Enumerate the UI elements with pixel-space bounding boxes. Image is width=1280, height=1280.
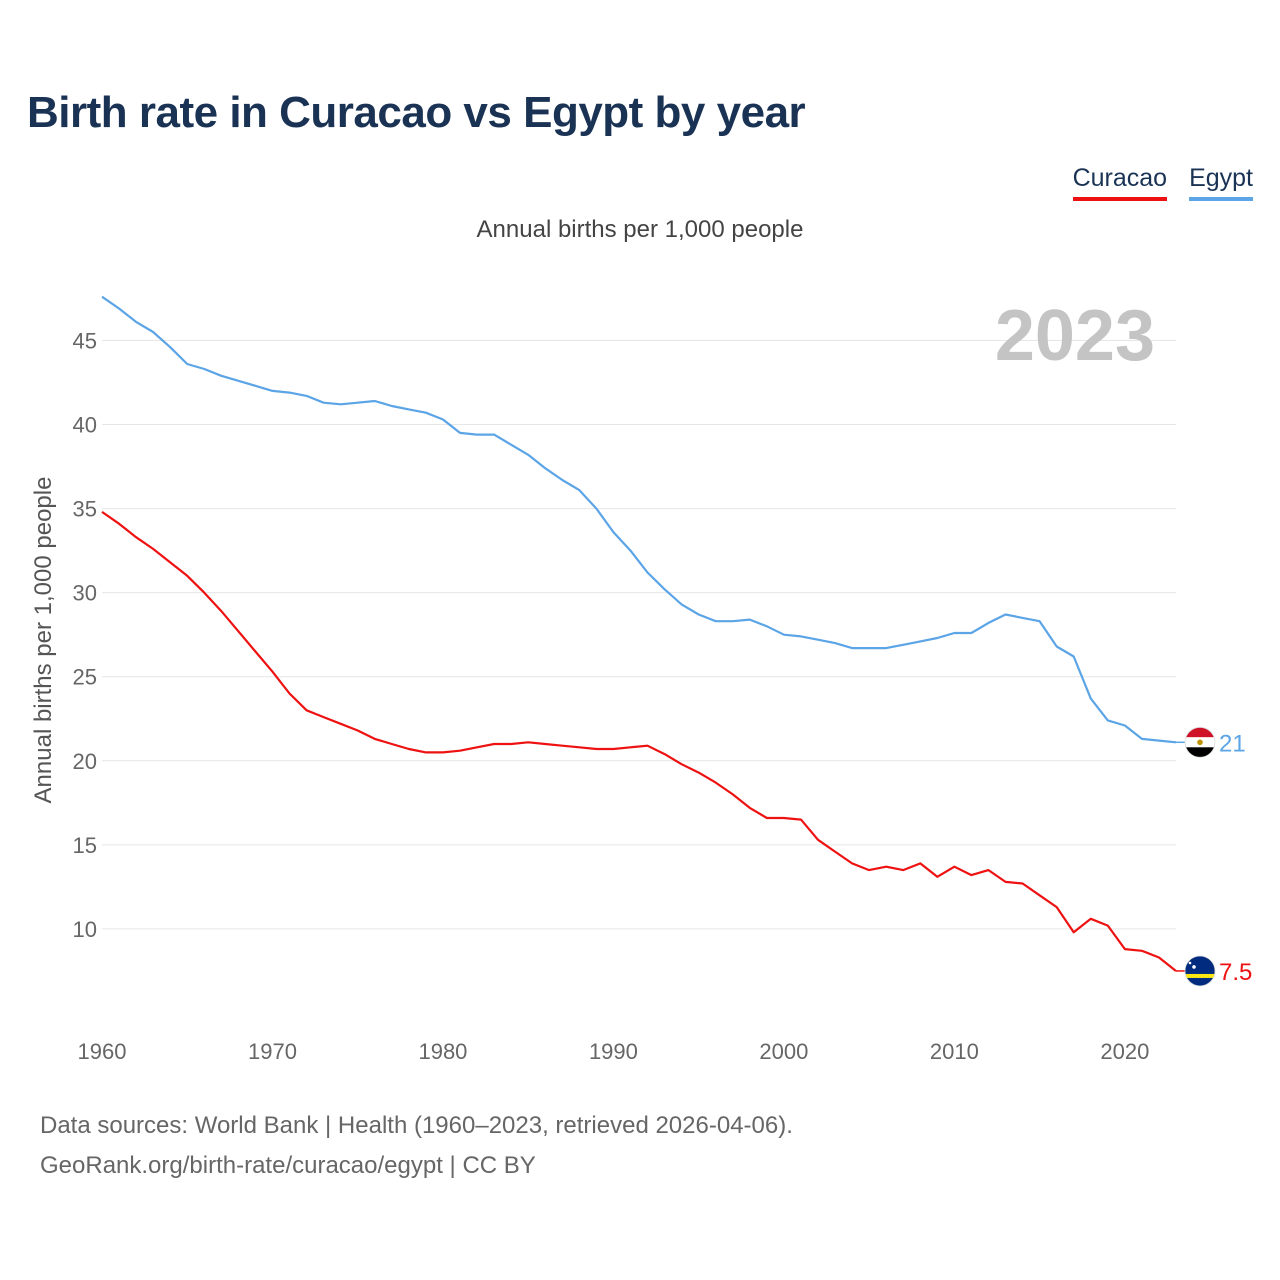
flag-curacao-icon [1184,955,1216,987]
y-tick-label: 40 [73,413,97,438]
source-line: Data sources: World Bank | Health (1960–… [40,1112,793,1139]
x-tick-label: 2020 [1100,1039,1149,1064]
x-tick-label: 2010 [930,1039,979,1064]
series-line-curacao [101,510,1177,972]
series-line-egypt [101,295,1177,744]
flag-egypt-icon [1184,726,1216,758]
x-tick-label: 1980 [418,1039,467,1064]
page-title: Birth rate in Curacao vs Egypt by year [27,88,806,137]
y-tick-label: 10 [73,917,97,942]
y-axis-label: Annual births per 1,000 people [30,477,57,804]
y-tick-label: 30 [73,581,97,606]
y-tick-label: 15 [73,833,97,858]
x-tick-label: 1970 [248,1039,297,1064]
legend-item-curacao[interactable]: Curacao [1072,164,1168,201]
end-label-curacao: 7.5 [1219,959,1252,986]
end-label-egypt: 21 [1219,730,1246,757]
y-tick-label: 25 [73,665,97,690]
series-lines [101,295,1177,972]
legend-label-egypt: Egypt [1189,164,1253,192]
grid-lines [102,339,1176,930]
chart-subtitle: Annual births per 1,000 people [476,216,804,243]
y-tick-label: 35 [73,497,97,522]
legend-swatch-egypt [1189,197,1253,201]
legend: Curacao Egypt [1072,164,1253,201]
x-tick-label: 1990 [589,1039,638,1064]
legend-swatch-curacao [1072,197,1168,201]
y-tick-label: 20 [73,749,97,774]
x-axis-ticks: 1960 1970 1980 1990 2000 2010 2020 [78,1039,1150,1064]
credit-line[interactable]: GeoRank.org/birth-rate/curacao/egypt | C… [40,1152,536,1179]
source-notes: Data sources: World Bank | Health (1960–… [40,1106,793,1186]
y-axis-ticks: 10 15 20 25 30 35 40 45 [73,328,97,941]
x-tick-label: 1960 [78,1039,127,1064]
series-end-markers: 7.5 21 [1176,726,1252,987]
x-tick-label: 2000 [759,1039,808,1064]
legend-label-curacao: Curacao [1072,164,1168,192]
y-tick-label: 45 [73,328,97,353]
legend-item-egypt[interactable]: Egypt [1189,164,1253,201]
year-watermark: 2023 [995,296,1155,376]
